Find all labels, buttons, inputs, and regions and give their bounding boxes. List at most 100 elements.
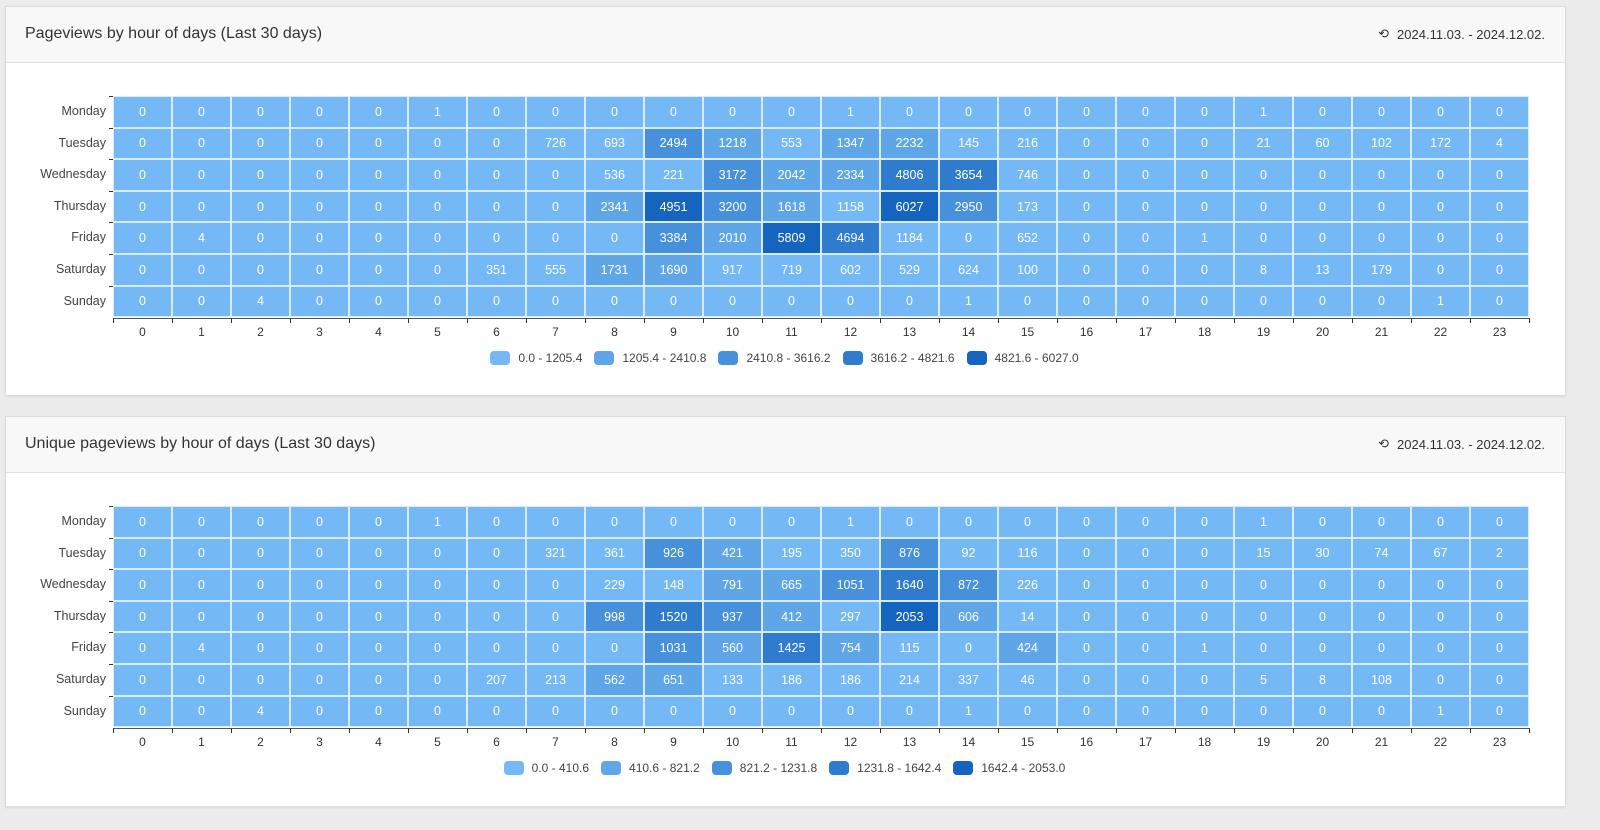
heatmap-cell: 1: [1411, 695, 1470, 728]
heatmap-cell: 0: [1470, 190, 1529, 223]
heatmap-cell: 0: [290, 695, 349, 728]
heatmap-cell: 4694: [821, 222, 880, 254]
y-tick: [109, 285, 113, 287]
x-axis-label: 4: [375, 325, 382, 340]
heatmap-cell: 0: [1234, 600, 1293, 633]
y-tick: [109, 537, 113, 539]
heatmap-cell: 0: [1057, 600, 1116, 633]
x-axis-label: 12: [843, 325, 858, 340]
heatmap-cell: 0: [1411, 569, 1470, 601]
heatmap-cell: 0: [762, 285, 821, 318]
date-range[interactable]: ⟲ 2024.11.03. - 2024.12.02.: [1378, 436, 1545, 452]
heatmap-cell: 0: [408, 664, 467, 696]
heatmap-cell: 0: [1116, 190, 1175, 223]
x-axis-label: 7: [552, 325, 559, 340]
heatmap-cell: 0: [172, 600, 231, 633]
heatmap-cell: 0: [880, 96, 939, 128]
x-tick: [1293, 318, 1294, 324]
pageviews-heatmap: Monday 0 0 0 0 0 1 0 0 0 0 0 0 1 0 0 0 0 0 0 1 0 0 0 0 Tuesday 0 0 0…: [6, 63, 1565, 396]
heatmap-cell: 917: [703, 254, 762, 286]
heatmap-cell: 0: [349, 254, 408, 286]
heatmap-cell: 0: [939, 222, 998, 254]
heatmap-cell: 0: [526, 222, 585, 254]
heatmap-cell: 2341: [585, 190, 644, 223]
x-axis-label: 15: [1020, 735, 1035, 750]
x-axis-label: 11: [785, 735, 798, 750]
panel-title: Unique pageviews by hour of days (Last 3…: [25, 435, 376, 452]
x-tick: [1352, 728, 1353, 734]
x-tick: [1352, 318, 1353, 324]
x-tick: [939, 318, 940, 324]
heatmap-cell: 361: [585, 537, 644, 570]
x-axis-label: 21: [1374, 325, 1389, 340]
heatmap-cell: 0: [1352, 285, 1411, 318]
heatmap-cell: 207: [467, 664, 526, 696]
legend-item[interactable]: 410.6 - 821.2: [601, 761, 700, 776]
x-axis-label: 23: [1492, 325, 1507, 340]
heatmap-cell: 13: [1293, 254, 1352, 286]
x-axis-label: 15: [1020, 325, 1035, 340]
heatmap-cell: 179: [1352, 254, 1411, 286]
heatmap-cell: 0: [998, 285, 1057, 318]
legend-item[interactable]: 1205.4 - 2410.8: [594, 351, 706, 366]
x-axis-label: 2: [257, 735, 264, 750]
heatmap-cell: 0: [1411, 222, 1470, 254]
date-range[interactable]: ⟲ 2024.11.03. - 2024.12.02.: [1378, 26, 1545, 42]
heatmap-cell: 2494: [644, 127, 703, 160]
legend-item[interactable]: 0.0 - 410.6: [503, 761, 589, 776]
heatmap-cell: 21: [1234, 127, 1293, 160]
heatmap-cell: 297: [821, 600, 880, 633]
heatmap-cell: 1690: [644, 254, 703, 286]
heatmap-cell: 0: [349, 569, 408, 601]
legend-label: 410.6 - 821.2: [629, 761, 700, 776]
x-tick: [113, 728, 114, 734]
y-tick: [109, 506, 113, 507]
heatmap-cell: 0: [1411, 190, 1470, 223]
heatmap-cell: 0: [1057, 632, 1116, 664]
panel-header: Pageviews by hour of days (Last 30 days)…: [6, 7, 1565, 63]
heatmap-cell: 4806: [880, 159, 939, 191]
legend-item[interactable]: 821.2 - 1231.8: [711, 761, 817, 776]
legend-item[interactable]: 2410.8 - 3616.2: [718, 351, 831, 366]
heatmap-cell: 0: [1057, 190, 1116, 223]
legend-item[interactable]: 0.0 - 1205.4: [490, 351, 582, 366]
heatmap-cell: 0: [1293, 695, 1352, 728]
legend-item[interactable]: 1642.4 - 2053.0: [953, 761, 1065, 776]
x-tick: [1470, 728, 1471, 734]
heatmap-cell: 0: [113, 127, 172, 160]
x-axis-label: 20: [1315, 735, 1330, 750]
x-axis-label: 1: [198, 735, 205, 750]
y-tick: [109, 254, 113, 255]
heatmap-cell: 0: [939, 632, 998, 664]
legend-item[interactable]: 3616.2 - 4821.6: [842, 351, 955, 366]
legend-item[interactable]: 4821.6 - 6027.0: [966, 351, 1079, 366]
heatmap-cell: 0: [1116, 600, 1175, 633]
heatmap-cell: 0: [1352, 600, 1411, 633]
legend-item[interactable]: 1231.8 - 1642.4: [829, 761, 941, 776]
y-axis-label: Thursday: [53, 198, 106, 213]
heatmap-cell: 1731: [585, 254, 644, 286]
heatmap-cell: 4: [231, 695, 290, 728]
heatmap-cell: 1: [1234, 96, 1293, 128]
legend-swatch: [718, 351, 739, 366]
heatmap-cell: 0: [1352, 569, 1411, 601]
x-tick: [998, 728, 999, 734]
heatmap-cell: 0: [408, 632, 467, 664]
heatmap-cell: 0: [585, 506, 644, 538]
heatmap-cell: 0: [349, 190, 408, 223]
heatmap-cell: 0: [1116, 127, 1175, 160]
heatmap-cell: 0: [349, 222, 408, 254]
heatmap-cell: 0: [644, 96, 703, 128]
heatmap-cell: 0: [880, 506, 939, 538]
heatmap-cell: 1218: [703, 127, 762, 160]
heatmap-cell: 0: [1057, 222, 1116, 254]
heatmap-cell: 100: [998, 254, 1057, 286]
x-axis-label: 10: [725, 325, 740, 340]
x-axis-label: 19: [1256, 735, 1271, 750]
heatmap-cell: 2042: [762, 159, 821, 191]
heatmap-cell: 4: [172, 222, 231, 254]
heatmap-cell: 0: [1411, 254, 1470, 286]
heatmap-cell: 0: [1234, 190, 1293, 223]
heatmap-cell: 0: [821, 285, 880, 318]
heatmap-cell: 186: [821, 664, 880, 696]
